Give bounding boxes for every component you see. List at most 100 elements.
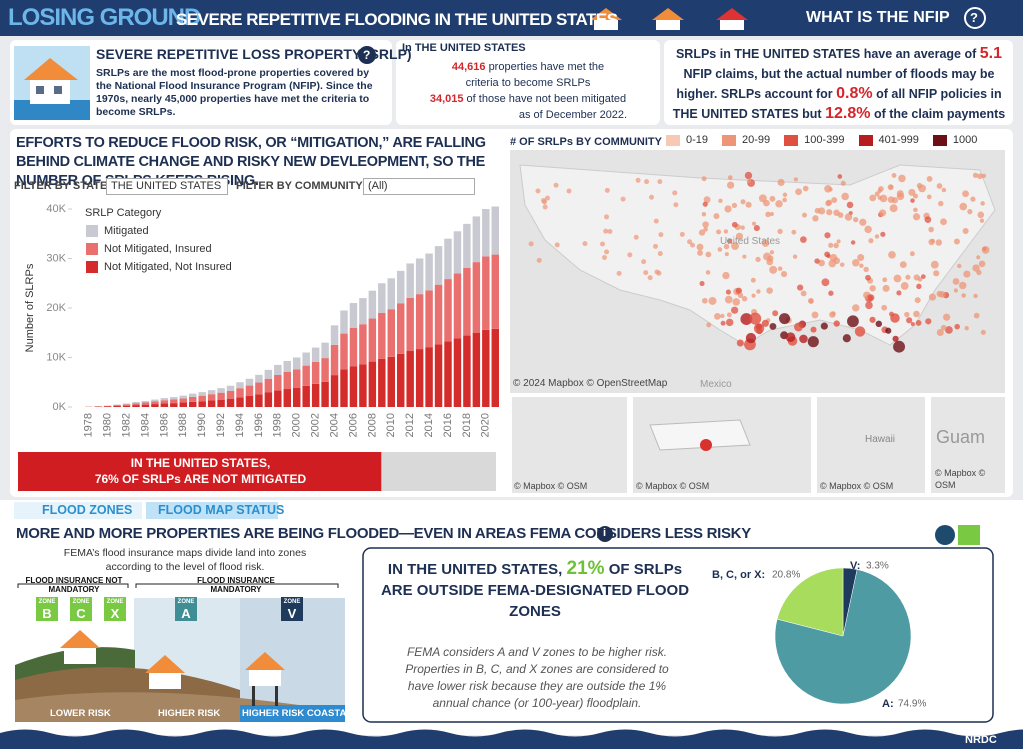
map-dot	[967, 209, 973, 215]
zone-badge: ZONE V	[282, 597, 302, 621]
map-dot	[833, 257, 841, 265]
map-dot	[913, 207, 918, 213]
map-dot	[865, 301, 873, 310]
bar-toggle[interactable]	[958, 525, 980, 545]
map-dot	[899, 261, 907, 268]
map-dot	[761, 319, 769, 327]
pie-slice	[774, 569, 912, 705]
info-icon[interactable]	[597, 526, 613, 542]
help-icon-text[interactable]: ?	[363, 48, 371, 62]
map-dot	[718, 198, 723, 204]
claims-number: 12.8%	[825, 105, 871, 122]
map-dot	[699, 281, 705, 287]
map-dot	[794, 322, 803, 332]
map-dot	[756, 289, 761, 294]
map-dot	[740, 313, 753, 326]
nfip-icon[interactable]: ?	[970, 10, 978, 25]
footer-wave	[0, 729, 1023, 749]
x-tick-label: 2006	[347, 413, 359, 437]
map-dot	[792, 254, 798, 259]
map-dot	[701, 212, 707, 217]
legend-label: 0-19	[686, 134, 709, 147]
info-icon-text[interactable]: i	[603, 527, 607, 539]
zone-group-label: FLOOD INSURANCE NOT MANDATORY	[25, 576, 123, 594]
bar-segment	[302, 352, 310, 366]
inset-guam[interactable]	[931, 397, 1005, 493]
stat-text: IN THE UNITED STATES,	[387, 561, 563, 578]
count-number: 44,616	[451, 61, 486, 73]
bar-segment	[283, 360, 291, 373]
claims-number: 0.8%	[836, 85, 873, 102]
map-dot	[746, 178, 752, 184]
map-dot	[874, 234, 880, 239]
bar-segment	[387, 309, 395, 357]
map-dot	[758, 194, 767, 203]
map-dot	[769, 250, 775, 255]
map-dot	[647, 275, 653, 281]
zone-word: ZONE	[38, 599, 56, 605]
inset-alaska[interactable]	[512, 397, 627, 493]
map-dot	[913, 310, 920, 318]
bar-segment	[189, 401, 197, 407]
bar-segment	[245, 385, 254, 397]
bar-segment	[151, 399, 159, 402]
map-dot	[765, 211, 771, 218]
bar-segment	[387, 356, 395, 407]
nfip-icon-ring[interactable]	[964, 7, 986, 29]
bar-segment	[434, 344, 443, 407]
help-icon[interactable]	[358, 46, 376, 64]
y-tick-label: 40K	[46, 203, 66, 215]
y-tick-label: 10K	[46, 351, 66, 363]
claims-text: NFIP claims, but the actual number of fl…	[676, 67, 995, 101]
bar-segment	[444, 279, 452, 342]
zone-letter: B	[42, 606, 52, 621]
map-dot	[926, 194, 932, 200]
tab-inactive[interactable]	[146, 502, 278, 519]
state-dropdown[interactable]: THE UNITED STATES	[106, 178, 228, 195]
map-dot	[963, 270, 971, 278]
map-dot	[879, 194, 888, 203]
map-dot	[600, 241, 606, 247]
tab-label[interactable]: FLOOD MAP STATUS	[158, 503, 285, 517]
zone-letter: X	[110, 606, 120, 621]
map-dot	[542, 204, 548, 210]
legend-swatch	[932, 134, 947, 146]
map-dot	[705, 251, 712, 258]
map-dots	[528, 171, 990, 353]
bar-segment	[330, 375, 339, 407]
community-dropdown[interactable]: (All)	[363, 178, 475, 195]
map-dot	[882, 284, 890, 292]
bar-segment	[378, 358, 386, 407]
tab-active[interactable]	[14, 502, 142, 519]
map-dot	[837, 174, 843, 179]
map-dot	[906, 317, 913, 324]
map-dot	[918, 184, 927, 193]
map-dot	[914, 297, 921, 304]
bar-segment	[368, 361, 377, 407]
map-dot	[616, 270, 622, 276]
map-dot	[938, 200, 944, 207]
tab-label[interactable]: FLOOD ZONES	[42, 503, 133, 517]
bar-segment	[179, 395, 187, 399]
map-dot	[775, 200, 783, 208]
x-tick-label: 1978	[83, 413, 95, 437]
nfip-link[interactable]: WHAT IS THE NFIP	[806, 9, 950, 26]
zones-intro: FEMA’s flood insurance maps divide land …	[63, 547, 307, 573]
map-dot	[981, 173, 987, 179]
y-tick-label: 0K	[53, 401, 67, 413]
x-tick-label: 2014	[423, 413, 435, 437]
map-dot	[952, 278, 960, 285]
map-dot	[800, 290, 807, 297]
y-tick-label: 20K	[46, 302, 66, 314]
pie-toggle[interactable]	[935, 525, 955, 545]
bar-segment	[378, 283, 386, 313]
legend-swatch	[86, 225, 98, 237]
map-dot	[891, 173, 897, 178]
inset-hawaii[interactable]	[817, 397, 925, 493]
map-dot	[928, 226, 934, 233]
map-dot	[731, 202, 738, 209]
map-dot	[979, 218, 985, 223]
bar-segment	[132, 405, 140, 407]
legend-swatch	[86, 243, 98, 255]
x-tick-label: 1998	[272, 413, 284, 437]
